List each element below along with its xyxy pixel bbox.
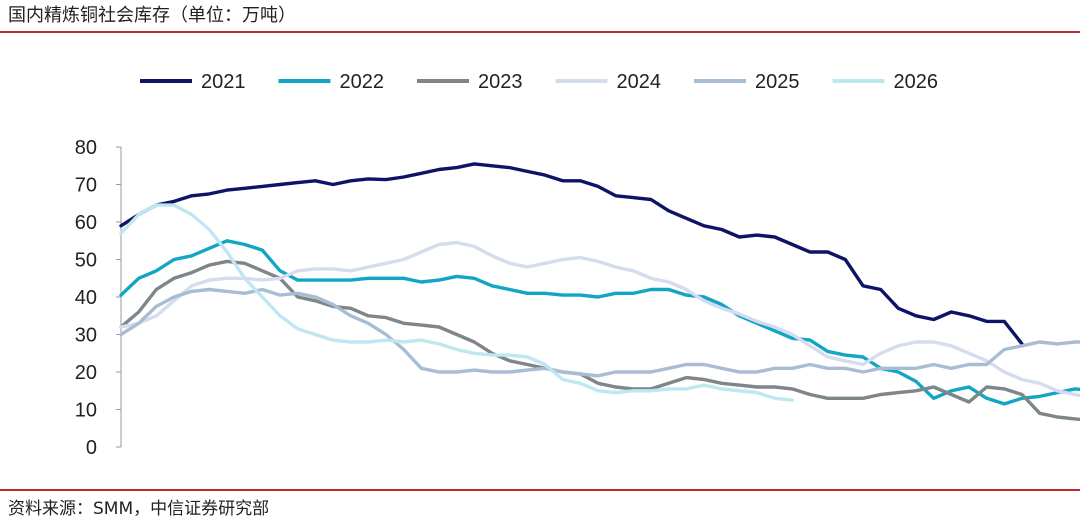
legend-label-2021: 2021: [201, 71, 246, 93]
y-tick-label: 40: [75, 287, 97, 309]
y-tick-label: 0: [86, 437, 97, 459]
y-tick-label: 50: [75, 250, 97, 272]
y-tick-label: 70: [75, 175, 97, 197]
chart-legend: 2021 2022 2023 2024 2025 2026: [140, 71, 938, 93]
legend-label-2022: 2022: [340, 71, 385, 93]
legend-label-2026: 2026: [894, 71, 939, 93]
y-axis: 0 10 20 30 40 50 60 70 80: [75, 137, 122, 459]
series-line-2023: [119, 259, 1080, 422]
legend-label-2025: 2025: [755, 71, 800, 93]
top-divider: [0, 31, 1080, 33]
y-tick-label: 30: [75, 325, 97, 347]
y-tick-label: 80: [75, 137, 97, 159]
legend-label-2023: 2023: [478, 71, 523, 93]
series-group: [119, 162, 1080, 422]
bottom-divider: [0, 489, 1080, 491]
series-line-2024: [119, 240, 1080, 398]
series-line-2025: [119, 287, 1080, 378]
y-tick-label: 20: [75, 362, 97, 384]
series-line-2021: [119, 162, 1024, 346]
series-line-2022: [119, 239, 1080, 406]
y-tick-label: 60: [75, 212, 97, 234]
source-note: 资料来源：SMM，中信证券研究部: [8, 499, 270, 519]
series-line-2026: [119, 203, 794, 402]
legend-label-2024: 2024: [617, 71, 662, 93]
chart-title: 国内精炼铜社会库存（单位：万吨）: [8, 5, 296, 26]
y-tick-label: 10: [75, 400, 97, 422]
